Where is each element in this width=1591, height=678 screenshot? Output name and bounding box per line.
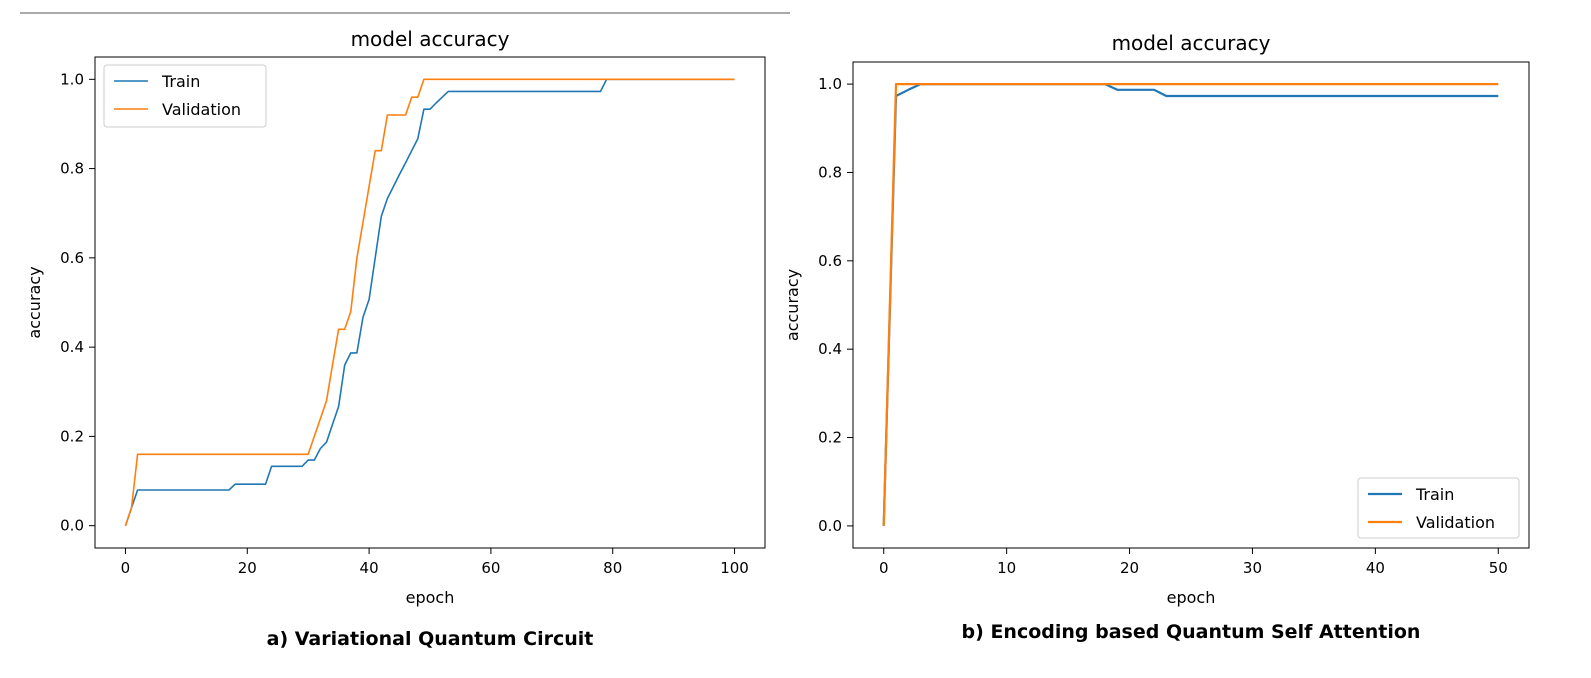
x-tick-label-b: 10: [997, 559, 1016, 577]
x-axis-label-a: epoch: [406, 588, 455, 607]
x-tick-label-a: 80: [603, 559, 622, 577]
legend-label-validation-b: Validation: [1416, 513, 1495, 532]
plot-frame-b: [852, 61, 1530, 549]
legend-label-validation-a: Validation: [162, 100, 241, 119]
chart-panel-a: model accuracy epoch accuracy a) Variati…: [25, 27, 766, 650]
x-tick-label-a: 60: [481, 559, 500, 577]
series-line-train-a: [124, 78, 735, 526]
legend-a: Train Validation: [103, 64, 267, 128]
legend-label-train-a: Train: [161, 72, 200, 91]
y-axis-label-a: accuracy: [25, 266, 44, 338]
x-tick-label-b: 50: [1489, 559, 1508, 577]
caption-b: b) Encoding based Quantum Self Attention: [962, 621, 1421, 643]
chart-panel-b: model accuracy epoch accuracy b) Encodin…: [783, 31, 1530, 643]
y-tick-label-a: 0.6: [60, 249, 84, 267]
y-tick-label-a: 0.0: [60, 517, 84, 535]
chart-title-a: model accuracy: [351, 27, 510, 51]
series-line-validation-b: [882, 82, 1499, 526]
y-tick-label-a: 0.4: [60, 338, 84, 356]
caption-a: a) Variational Quantum Circuit: [267, 628, 594, 650]
y-tick-label-b: 1.0: [818, 75, 842, 93]
x-tick-label-b: 40: [1366, 559, 1385, 577]
x-axis-label-b: epoch: [1167, 588, 1216, 607]
y-tick-label-b: 0.4: [818, 340, 842, 358]
x-tick-label-b: 20: [1120, 559, 1139, 577]
plot-frame-a: [94, 56, 766, 549]
x-tick-label-b: 30: [1243, 559, 1262, 577]
y-tick-label-b: 0.0: [818, 517, 842, 535]
y-tick-label-b: 0.2: [818, 429, 842, 447]
legend-b: Train Validation: [1357, 477, 1520, 539]
y-tick-label-a: 0.8: [60, 160, 84, 178]
y-tick-label-b: 0.8: [818, 163, 842, 181]
y-tick-label-a: 1.0: [60, 70, 84, 88]
y-tick-label-b: 0.6: [818, 252, 842, 270]
x-tick-label-a: 40: [360, 559, 379, 577]
x-tick-label-b: 0: [879, 559, 889, 577]
x-tick-label-a: 100: [720, 559, 749, 577]
x-tick-label-a: 20: [238, 559, 257, 577]
legend-label-train-b: Train: [1415, 485, 1454, 504]
y-tick-label-a: 0.2: [60, 427, 84, 445]
series-line-validation-a: [124, 78, 735, 526]
y-axis-label-b: accuracy: [783, 269, 802, 341]
x-tick-label-a: 0: [121, 559, 131, 577]
chart-title-b: model accuracy: [1112, 31, 1271, 55]
series-line-train-b: [882, 82, 1499, 526]
